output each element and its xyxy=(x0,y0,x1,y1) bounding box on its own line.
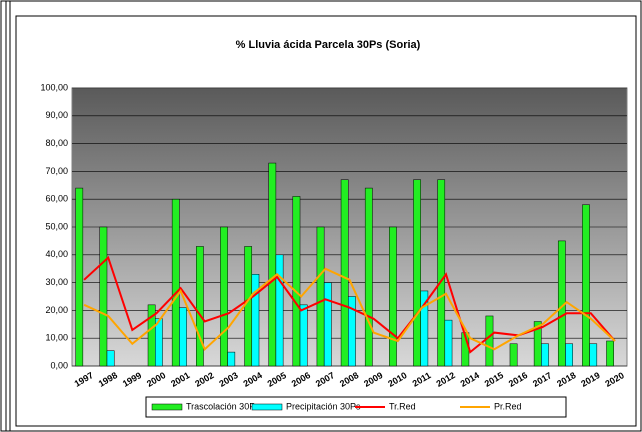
legend-swatch xyxy=(251,403,283,411)
legend-label: Pr.Red xyxy=(494,401,522,411)
bar xyxy=(565,343,573,367)
bar xyxy=(420,290,429,367)
bar xyxy=(364,187,373,367)
y-tick-label: 50,00 xyxy=(45,221,68,231)
y-tick-label: 40,00 xyxy=(45,249,68,259)
bar xyxy=(196,246,204,367)
bar xyxy=(444,319,453,367)
bar xyxy=(106,350,115,367)
y-tick-label: 80,00 xyxy=(45,138,68,148)
bar xyxy=(340,179,349,367)
bar xyxy=(227,351,236,367)
bar xyxy=(268,162,277,367)
y-tick-label: 10,00 xyxy=(45,333,68,343)
bar xyxy=(323,282,332,367)
y-tick-label: 70,00 xyxy=(45,166,68,176)
bar xyxy=(509,343,518,367)
chart-title: % Lluvia ácida Parcela 30Ps (Soria) xyxy=(236,39,421,51)
bar xyxy=(389,226,397,367)
bar xyxy=(589,343,598,367)
bar xyxy=(75,187,84,367)
bar xyxy=(171,198,180,367)
bar xyxy=(292,196,301,367)
bar xyxy=(582,204,590,367)
y-tick-label: 20,00 xyxy=(45,305,68,315)
legend-label: Trascolación 30Ps xyxy=(186,401,260,411)
y-tick-label: 0,00 xyxy=(50,360,68,370)
bar xyxy=(348,296,356,367)
bar xyxy=(316,226,325,367)
bar xyxy=(251,274,260,367)
bar xyxy=(437,179,446,367)
legend-label: Tr.Red xyxy=(389,401,416,411)
bar xyxy=(155,318,163,367)
line xyxy=(83,267,616,352)
bar xyxy=(606,340,614,367)
y-tick-label: 100,00 xyxy=(40,82,68,92)
bar xyxy=(220,226,228,367)
bar xyxy=(275,254,284,367)
bar xyxy=(244,246,253,367)
legend-swatch xyxy=(151,403,183,411)
bar xyxy=(299,304,308,367)
y-tick-label: 30,00 xyxy=(45,277,68,287)
bar xyxy=(413,179,421,367)
bar xyxy=(541,343,549,367)
legend-label: Precipitación 30Ps xyxy=(286,401,361,411)
bar xyxy=(485,315,494,367)
bar xyxy=(99,226,108,367)
y-tick-label: 90,00 xyxy=(45,110,68,120)
bar xyxy=(179,307,187,367)
y-tick-label: 60,00 xyxy=(45,194,68,204)
